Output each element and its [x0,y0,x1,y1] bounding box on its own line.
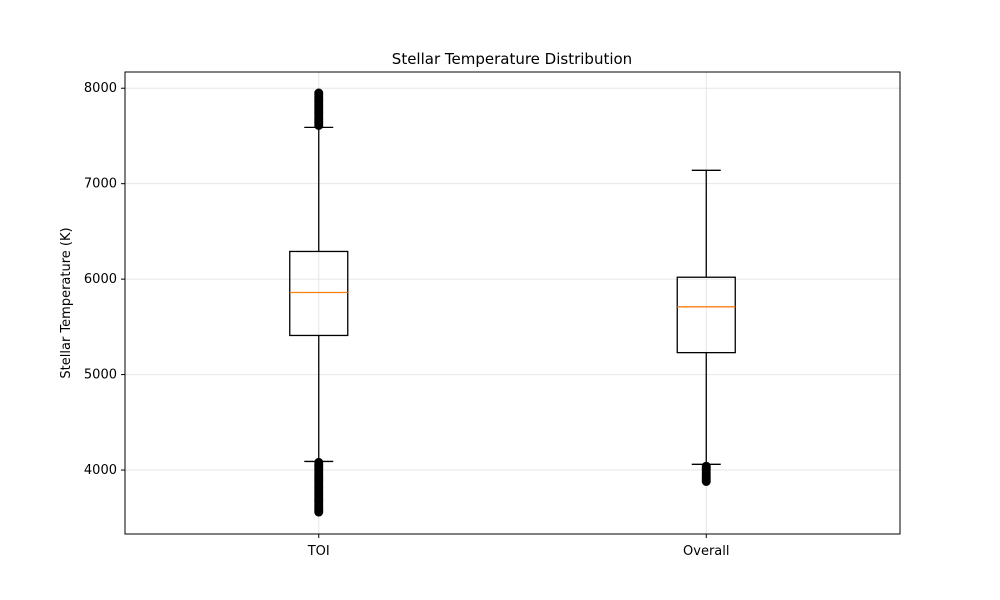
y-tick-label: 5000 [84,368,117,383]
axis-layer: 4000 5000 6000 7000 8000 TOI Overall [84,81,730,559]
boxplot-group [676,169,736,486]
y-tick-label: 8000 [84,81,117,96]
outlier-point [314,88,324,98]
chart-title: Stellar Temperature Distribution [392,50,632,68]
x-tick-label: TOI [307,544,330,559]
y-tick-label: 7000 [84,177,117,192]
y-tick-label: 4000 [84,463,117,478]
y-axis-label: Stellar Temperature (K) [59,227,74,378]
boxplot-group [289,88,349,517]
box-iqr [676,276,736,354]
outlier-point [314,457,324,467]
x-tick-label: Overall [683,544,729,559]
y-tick-label: 6000 [84,272,117,287]
plot-layer [289,88,736,517]
box-iqr [289,250,349,337]
plot-area-frame [124,71,901,535]
outlier-point [701,461,711,471]
